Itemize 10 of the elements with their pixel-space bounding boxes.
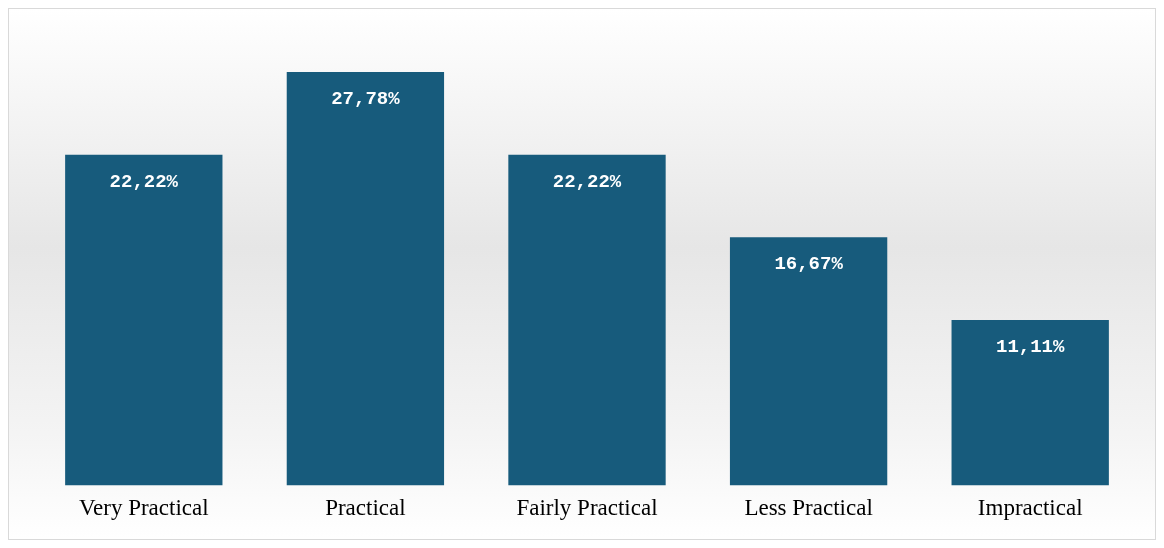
x-tick-label: Less Practical xyxy=(744,495,873,521)
data-label: 22,22% xyxy=(109,170,179,193)
data-label: 22,22% xyxy=(552,170,622,193)
data-label: 27,78% xyxy=(331,87,401,110)
data-label: 11,11% xyxy=(995,335,1065,358)
x-tick-label: Fairly Practical xyxy=(516,495,658,521)
x-tick-label: Very Practical xyxy=(78,495,209,521)
x-tick-label: Impractical xyxy=(977,495,1083,521)
data-label: 16,67% xyxy=(774,253,844,276)
x-tick-label: Practical xyxy=(325,495,406,521)
